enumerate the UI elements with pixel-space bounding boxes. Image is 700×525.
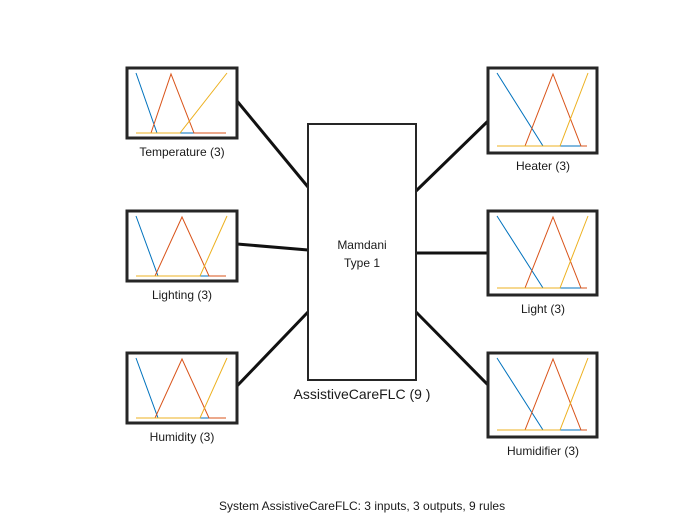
- connectors: [235, 100, 490, 388]
- output-block-light[interactable]: Light (3): [486, 209, 599, 316]
- engine-type-line2: Type 1: [344, 256, 380, 270]
- input-label-lighting: Lighting (3): [152, 288, 212, 302]
- mf-curve-high: [497, 357, 589, 431]
- mf-curve-high: [136, 357, 228, 419]
- mf-curve-high: [136, 215, 228, 277]
- output-label-heater: Heater (3): [516, 159, 570, 173]
- output-block-humidifier[interactable]: Humidifier (3): [486, 351, 599, 458]
- output-label-humidifier: Humidifier (3): [507, 444, 579, 458]
- output-block-heater[interactable]: Heater (3): [486, 66, 599, 173]
- input-label-humidity: Humidity (3): [150, 430, 215, 444]
- input-block-lighting[interactable]: Lighting (3): [125, 209, 239, 302]
- connector-output-3: [414, 310, 490, 387]
- input-block-humidity[interactable]: Humidity (3): [125, 351, 239, 444]
- output-label-light: Light (3): [521, 302, 565, 316]
- connector-input-2: [236, 242, 309, 252]
- input-block-temperature[interactable]: Temperature (3): [125, 66, 239, 159]
- connector-output-1: [414, 119, 490, 193]
- connector-input-1: [235, 100, 310, 188]
- mf-curve-high: [136, 72, 228, 134]
- system-block[interactable]: [307, 123, 417, 381]
- engine-type-line1: Mamdani: [337, 238, 386, 252]
- mf-curve-high: [497, 72, 589, 147]
- connector-input-3: [235, 310, 310, 388]
- mf-curve-high: [497, 215, 589, 289]
- system-summary: System AssistiveCareFLC: 3 inputs, 3 out…: [219, 499, 505, 513]
- input-label-temperature: Temperature (3): [139, 145, 224, 159]
- system-name-label: AssistiveCareFLC (9 ): [294, 386, 431, 402]
